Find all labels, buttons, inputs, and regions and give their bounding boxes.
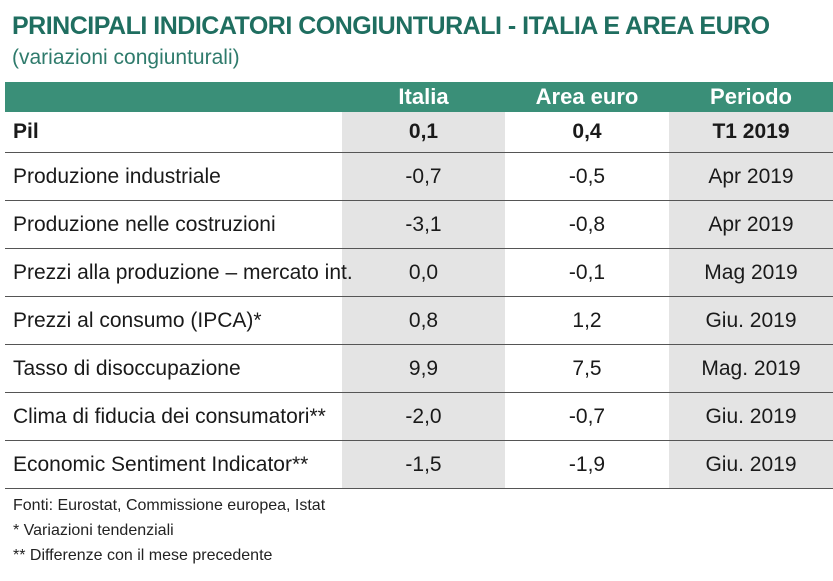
cell-italia: -3,1 [342, 200, 505, 249]
row-label: Produzione industriale [5, 152, 342, 201]
cell-italia: -2,0 [342, 392, 505, 441]
cell-area-euro: 0,4 [505, 112, 669, 153]
footer-note-tendenziali: * Variazioni tendenziali [13, 522, 174, 539]
footer-sources: Fonti: Eurostat, Commissione europea, Is… [13, 497, 326, 514]
row-label: Economic Sentiment Indicator** [5, 440, 342, 489]
indicators-table: Italia Area euro Periodo Pil 0,1 0,4 T1 … [5, 82, 833, 489]
cell-area-euro: -0,1 [505, 248, 669, 297]
cell-area-euro: -1,9 [505, 440, 669, 489]
cell-periodo: Giu. 2019 [669, 440, 833, 489]
row-label: Produzione nelle costruzioni [5, 200, 342, 249]
header-periodo: Periodo [669, 82, 833, 112]
cell-periodo: Giu. 2019 [669, 296, 833, 345]
cell-italia: 9,9 [342, 344, 505, 393]
header-italia: Italia [342, 82, 505, 112]
table-row: Prezzi al consumo (IPCA)* 0,8 1,2 Giu. 2… [5, 296, 833, 345]
cell-periodo: T1 2019 [669, 112, 833, 153]
row-label: Prezzi alla produzione – mercato int. [5, 248, 353, 297]
row-label: Pil [5, 112, 342, 153]
table-row: Prezzi alla produzione – mercato int. 0,… [5, 248, 833, 297]
table-row: Clima di fiducia dei consumatori** -2,0 … [5, 392, 833, 441]
table-row: Economic Sentiment Indicator** -1,5 -1,9… [5, 440, 833, 489]
cell-area-euro: 1,2 [505, 296, 669, 345]
cell-periodo: Apr 2019 [669, 152, 833, 201]
cell-periodo: Mag 2019 [669, 248, 833, 297]
cell-area-euro: -0,7 [505, 392, 669, 441]
cell-periodo: Mag. 2019 [669, 344, 833, 393]
cell-periodo: Giu. 2019 [669, 392, 833, 441]
table-row: Pil 0,1 0,4 T1 2019 [5, 112, 833, 153]
cell-italia: 0,1 [342, 112, 505, 153]
page-subtitle: (variazioni congiunturali) [12, 46, 240, 69]
cell-italia: 0,0 [342, 248, 505, 297]
cell-periodo: Apr 2019 [669, 200, 833, 249]
table-header-row: Italia Area euro Periodo [5, 82, 833, 112]
cell-italia: 0,8 [342, 296, 505, 345]
row-label: Clima di fiducia dei consumatori** [5, 392, 342, 441]
cell-italia: -1,5 [342, 440, 505, 489]
cell-area-euro: -0,8 [505, 200, 669, 249]
cell-area-euro: -0,5 [505, 152, 669, 201]
table-row: Tasso di disoccupazione 9,9 7,5 Mag. 201… [5, 344, 833, 393]
cell-area-euro: 7,5 [505, 344, 669, 393]
header-area-euro: Area euro [505, 82, 669, 112]
row-label: Prezzi al consumo (IPCA)* [5, 296, 342, 345]
row-label: Tasso di disoccupazione [5, 344, 342, 393]
table-row: Produzione nelle costruzioni -3,1 -0,8 A… [5, 200, 833, 249]
footer-note-differenze: ** Differenze con il mese precedente [13, 547, 273, 564]
table-row: Produzione industriale -0,7 -0,5 Apr 201… [5, 152, 833, 201]
page-title: PRINCIPALI INDICATORI CONGIUNTURALI - IT… [12, 12, 770, 40]
cell-italia: -0,7 [342, 152, 505, 201]
header-label-column [5, 82, 342, 112]
